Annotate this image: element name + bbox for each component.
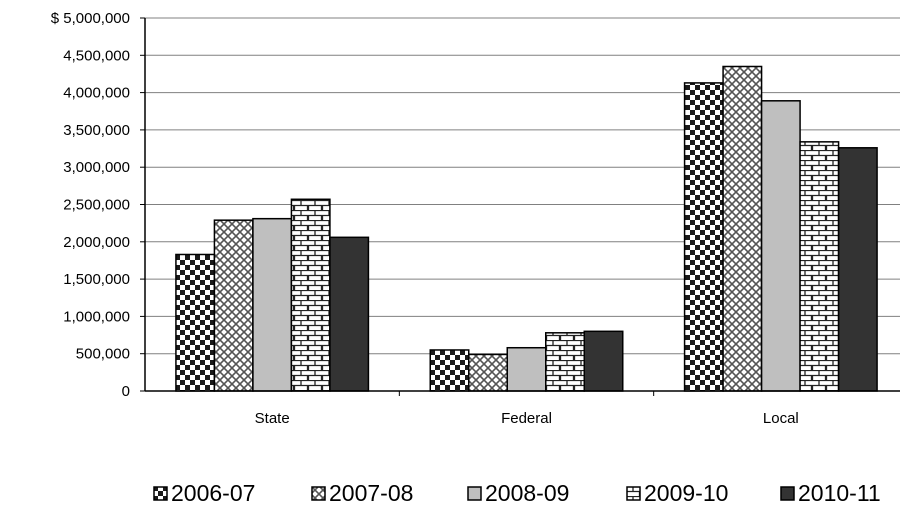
y-tick-label: 0	[122, 383, 130, 400]
y-tick-label: 1,500,000	[63, 271, 130, 288]
bar-federal-2007-08	[468, 353, 508, 392]
chart-legend: 2006-07 2007-08 2008-09 2009-10 2010-11	[0, 478, 900, 508]
bar-federal-2010-11	[583, 330, 624, 392]
legend-swatch	[780, 485, 795, 501]
bar-chart: 0 500,000 1,000,000 1,500,000 2,000,000 2,500…	[51, 10, 900, 427]
bar-federal-2006-07	[429, 349, 470, 392]
legend-item: 2010-11	[780, 478, 881, 508]
bar-federal-2009-10	[545, 332, 585, 392]
bar-local-2008-09	[760, 100, 801, 392]
bar-local-2010-11	[837, 147, 878, 392]
y-tick-label: 500,000	[76, 346, 130, 363]
legend-swatch	[311, 485, 326, 501]
legend-item: 2008-09	[467, 478, 569, 508]
bar-local-2007-08	[722, 65, 763, 392]
y-tick-label: 3,000,000	[63, 159, 130, 176]
legend-label: 2010-11	[798, 479, 881, 506]
x-tick-label: Federal	[501, 410, 552, 427]
bar-state-2007-08	[213, 219, 254, 392]
legend-swatch	[626, 485, 641, 501]
legend-label: 2007-08	[329, 479, 414, 506]
legend-swatch	[153, 485, 168, 501]
legend-label: 2006-07	[171, 479, 256, 506]
y-tick-label: 2,500,000	[63, 197, 130, 214]
legend-item: 2009-10	[626, 478, 728, 508]
bar-local-2006-07	[683, 82, 724, 392]
legend-item: 2007-08	[311, 478, 413, 508]
y-tick-label: 4,000,000	[63, 85, 130, 102]
bar-federal-2008-09	[506, 346, 547, 392]
bar-state-2010-11	[329, 236, 370, 392]
y-tick-label: 2,000,000	[63, 234, 130, 251]
y-tick-label: 3,500,000	[63, 122, 130, 139]
bar-local-2009-10	[799, 141, 840, 392]
legend-label: 2009-10	[644, 479, 729, 506]
bar-state-2006-07	[175, 253, 216, 392]
x-tick-label: State	[255, 410, 290, 427]
x-tick-label: Local	[763, 410, 799, 427]
legend-label: 2008-09	[485, 479, 570, 506]
y-tick-label: 4,500,000	[63, 47, 130, 64]
legend-item: 2006-07	[153, 478, 255, 508]
y-tick-label: $ 5,000,000	[51, 10, 130, 27]
bar-state-2009-10	[290, 198, 331, 392]
bar-state-2008-09	[252, 217, 293, 392]
legend-swatch	[467, 485, 482, 501]
y-tick-label: 1,000,000	[63, 308, 130, 325]
